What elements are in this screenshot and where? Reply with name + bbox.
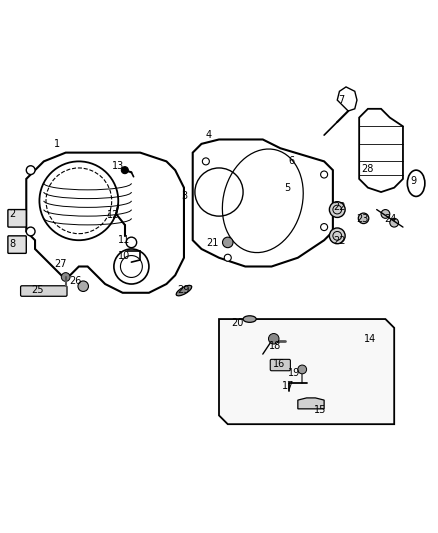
Circle shape xyxy=(224,254,231,261)
Text: 5: 5 xyxy=(284,183,290,192)
Circle shape xyxy=(321,223,328,231)
Text: 6: 6 xyxy=(288,156,294,166)
Text: 10: 10 xyxy=(118,252,130,261)
Circle shape xyxy=(381,209,390,219)
Text: 17: 17 xyxy=(282,381,294,391)
Circle shape xyxy=(268,334,279,344)
Text: 29: 29 xyxy=(177,285,189,295)
Text: 15: 15 xyxy=(314,405,326,415)
Circle shape xyxy=(329,228,345,244)
Text: 18: 18 xyxy=(269,341,281,351)
Text: 22: 22 xyxy=(333,203,346,212)
Circle shape xyxy=(321,171,328,178)
Circle shape xyxy=(26,227,35,236)
Circle shape xyxy=(298,365,307,374)
Text: 4: 4 xyxy=(205,130,212,140)
Text: 3: 3 xyxy=(181,191,187,201)
Circle shape xyxy=(61,273,70,281)
Ellipse shape xyxy=(243,316,256,322)
Text: 12: 12 xyxy=(107,210,119,220)
Text: 21: 21 xyxy=(206,238,219,248)
Polygon shape xyxy=(298,398,324,409)
Circle shape xyxy=(358,213,369,223)
Text: 19: 19 xyxy=(288,368,300,378)
Text: 23: 23 xyxy=(357,214,369,224)
Text: 9: 9 xyxy=(411,176,417,186)
Text: 16: 16 xyxy=(273,359,286,369)
Text: 20: 20 xyxy=(231,318,244,328)
Circle shape xyxy=(26,166,35,174)
Text: 22: 22 xyxy=(333,236,346,246)
Polygon shape xyxy=(219,319,394,424)
FancyBboxPatch shape xyxy=(8,209,26,227)
Text: 7: 7 xyxy=(339,95,345,105)
FancyBboxPatch shape xyxy=(21,286,67,296)
Circle shape xyxy=(390,219,399,227)
Text: 8: 8 xyxy=(9,239,15,249)
Text: 2: 2 xyxy=(9,209,15,219)
Text: 11: 11 xyxy=(118,235,130,245)
Text: 27: 27 xyxy=(54,260,67,269)
Circle shape xyxy=(329,201,345,217)
Ellipse shape xyxy=(176,285,192,296)
Text: 1: 1 xyxy=(54,139,60,149)
Text: 26: 26 xyxy=(69,276,81,286)
Circle shape xyxy=(223,237,233,248)
FancyBboxPatch shape xyxy=(8,236,26,253)
Circle shape xyxy=(78,281,88,292)
Circle shape xyxy=(121,167,128,174)
Text: 14: 14 xyxy=(364,334,376,344)
FancyBboxPatch shape xyxy=(270,359,290,371)
Circle shape xyxy=(202,158,209,165)
Text: 25: 25 xyxy=(31,285,43,295)
Text: 28: 28 xyxy=(362,164,374,174)
Text: 13: 13 xyxy=(112,161,124,171)
Text: 24: 24 xyxy=(385,214,397,224)
